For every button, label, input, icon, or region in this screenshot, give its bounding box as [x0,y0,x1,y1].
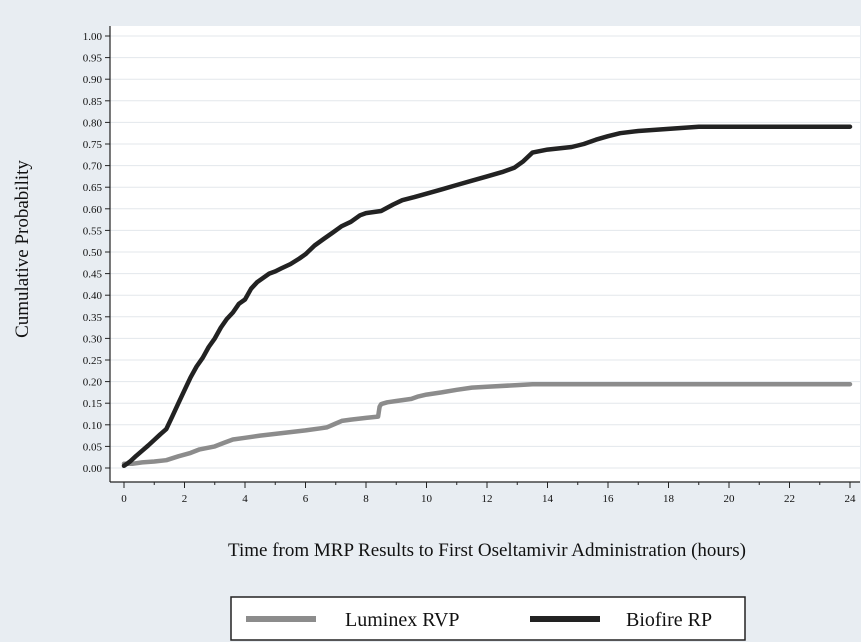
x-tick-label: 14 [542,493,554,505]
plot-area [110,26,860,482]
x-tick-label: 18 [663,493,675,505]
series-line-luminex-rvp [121,381,853,466]
y-tick-label: 0.95 [83,53,103,65]
axes: 0.00 0.05 0.10 0.15 0.20 0.25 0.30 0.35 0.40 0.45… [83,26,860,505]
y-axis-title: Cumulative Probability [12,160,33,338]
legend: Luminex RVP Biofire RP [230,596,746,641]
legend-label-luminex-rvp: Luminex RVP [345,609,460,631]
series-line-biofire-rp [121,124,853,469]
y-tick-label: 0.70 [83,161,103,173]
x-tick-label: 4 [242,493,248,505]
x-tick-label: 20 [724,493,736,505]
x-tick-label: 2 [182,493,188,505]
x-tick-label: 0 [121,493,127,505]
y-tick-label: 0.90 [83,74,103,86]
x-tick-label: 12 [482,493,493,505]
x-axis-title: Time from MRP Results to First Oseltamiv… [228,540,746,561]
y-tick-label: 0.15 [83,398,103,410]
y-tick-label: 0.30 [83,333,103,345]
x-tick-label: 10 [421,493,433,505]
x-tick-label: 8 [363,493,369,505]
y-tick-label: 0.50 [83,247,103,259]
series-layer [121,124,853,469]
y-tick-label: 0.35 [83,312,103,324]
gridlines [110,35,860,469]
y-tick-label: 0.05 [83,441,103,453]
y-tick-label: 0.40 [83,290,103,302]
legend-box [230,596,746,641]
y-tick-label: 0.85 [83,96,103,108]
y-tick-label: 1.00 [83,31,103,43]
y-tick-label: 0.65 [83,182,103,194]
y-tick-label: 0.00 [83,463,103,475]
y-tick-label: 0.60 [83,204,103,216]
y-tick-label: 0.10 [83,420,103,432]
x-tick-label: 6 [303,493,309,505]
y-tick-label: 0.20 [83,377,103,389]
y-tick-label: 0.45 [83,269,103,281]
y-tick-label: 0.80 [83,117,103,129]
legend-label-biofire-rp: Biofire RP [626,609,712,631]
x-tick-label: 16 [603,493,615,505]
y-tick-label: 0.25 [83,355,103,367]
y-tick-label: 0.75 [83,139,103,151]
x-tick-label: 24 [845,493,857,505]
x-tick-label: 22 [784,493,795,505]
y-tick-label: 0.55 [83,225,103,237]
